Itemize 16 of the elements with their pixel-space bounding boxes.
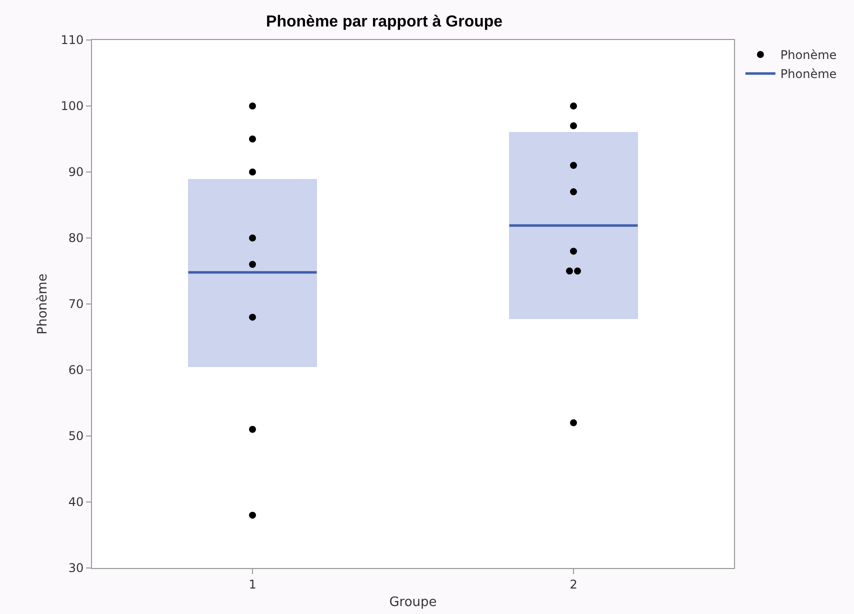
x-tick-label: 1 [248, 577, 256, 592]
y-tick-label: 40 [68, 495, 84, 510]
x-axis-title: Groupe [389, 595, 437, 610]
y-tick-label: 70 [68, 297, 84, 312]
y-tick-label: 90 [68, 165, 84, 180]
y-tick-label: 60 [68, 363, 84, 378]
legend-label: Phonème [780, 48, 837, 62]
x-tick-label: 2 [570, 577, 578, 592]
y-tick-label: 100 [60, 99, 84, 114]
legend-label: Phonème [780, 67, 837, 82]
y-tick-label: 50 [68, 429, 84, 444]
y-tick-label: 80 [68, 231, 84, 246]
y-tick-label: 30 [68, 561, 84, 576]
y-tick-label: 110 [60, 33, 84, 48]
chart-title: Phonème par rapport à Groupe [266, 14, 503, 31]
y-axis-title: Phonème [36, 274, 51, 334]
